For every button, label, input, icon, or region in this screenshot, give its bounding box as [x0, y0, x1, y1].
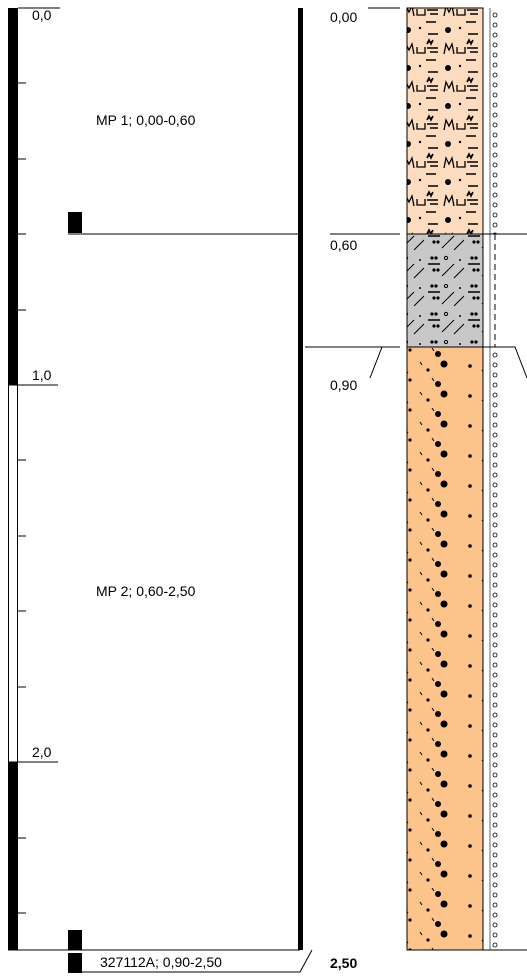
layer-depth: 0,60 [330, 237, 357, 253]
core-underline [82, 949, 313, 973]
divider [298, 8, 303, 950]
depth-label: 2,0 [32, 744, 52, 760]
layer-depth: 0,00 [330, 9, 357, 25]
sample-label: MP 2; 0,60-2,50 [96, 583, 196, 599]
sample-marker [68, 930, 82, 950]
depth-label: 0,0 [32, 7, 52, 23]
ruler-white [8, 384, 18, 763]
boundary-line [483, 346, 527, 379]
depth-label: 1,0 [32, 367, 52, 383]
layer-gravel [406, 233, 484, 348]
core-label: 327112A; 0,90-2,50 [100, 954, 222, 970]
layer-silt [406, 7, 484, 235]
ruler-ticks [8, 7, 300, 951]
sample-marker [68, 212, 82, 233]
sample-label: MP 1; 0,00-0,60 [96, 112, 196, 128]
layer-depth: 2,50 [330, 955, 357, 971]
core-marker [68, 953, 82, 973]
depth-tick [369, 346, 400, 379]
ruler-black [8, 8, 18, 385]
ruler-black [8, 762, 18, 950]
layer-depth: 0,90 [330, 377, 357, 393]
fraction-column [490, 8, 500, 234]
fraction-column [490, 347, 500, 950]
layer-sand [406, 346, 484, 951]
